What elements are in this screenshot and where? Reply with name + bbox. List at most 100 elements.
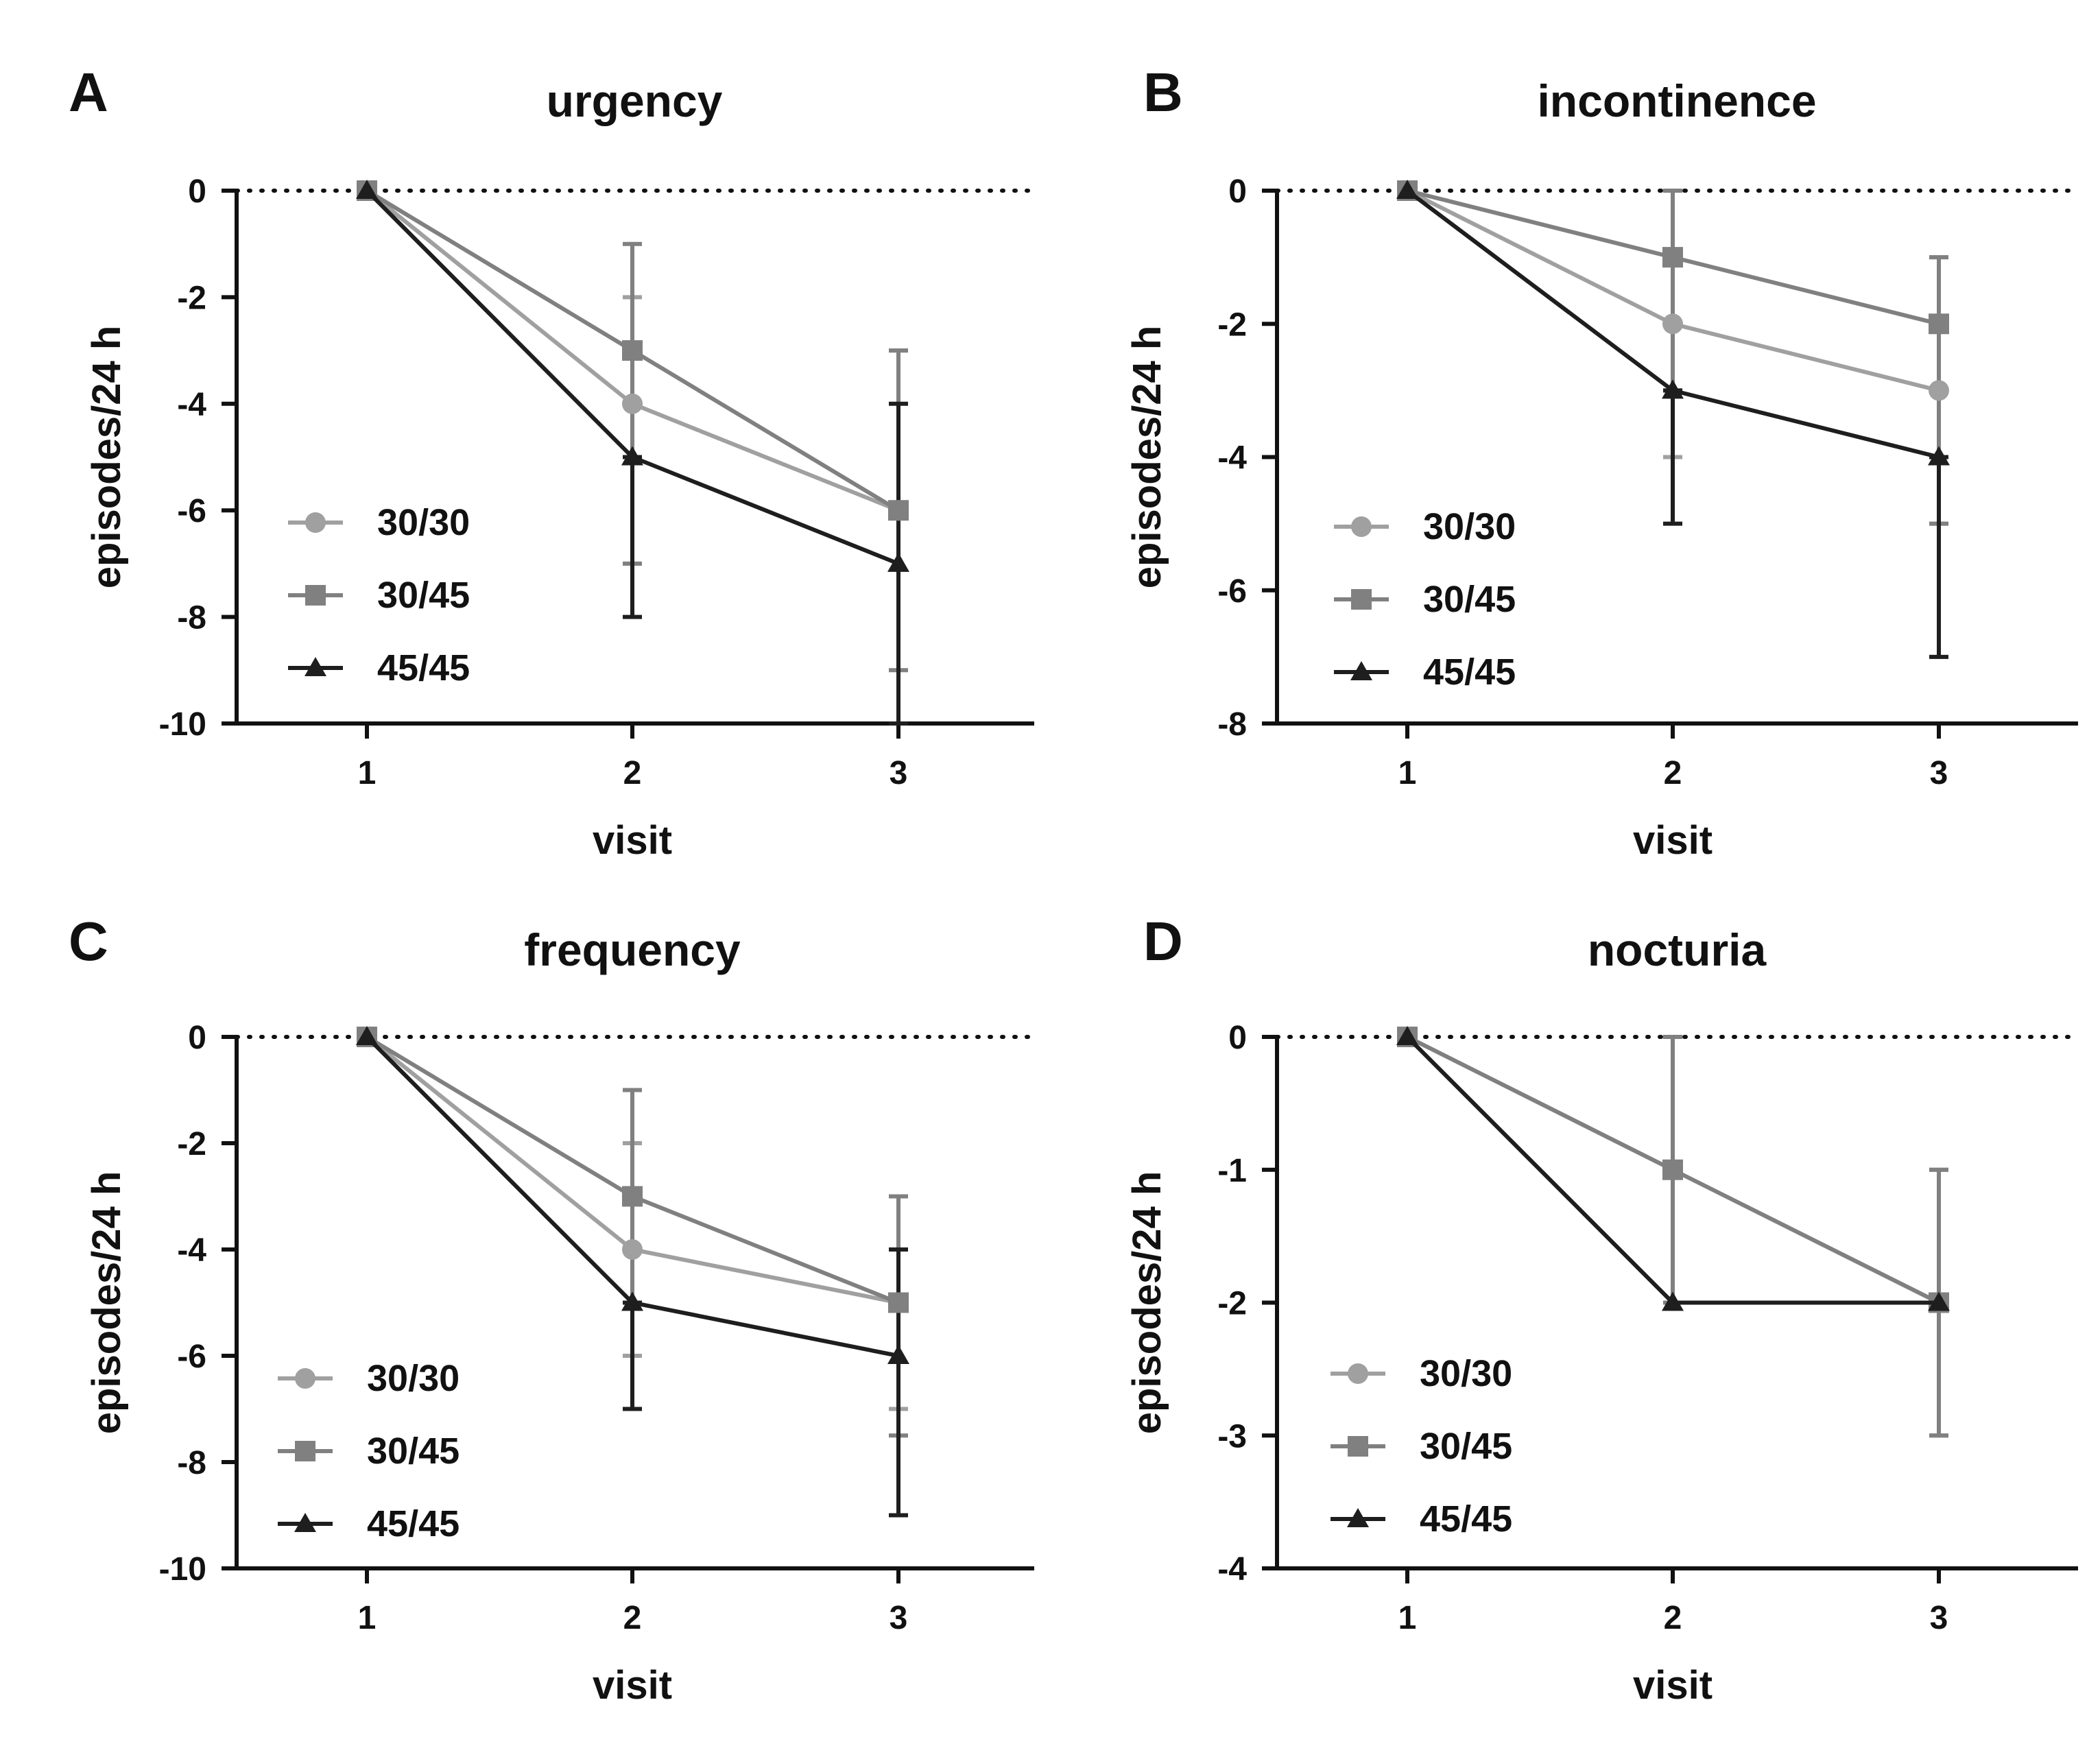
legend-label: 45/45 [1420,1498,1512,1540]
legend: 30/30 30/45 45/45 [1334,506,1516,693]
y-axis-label: episodes/24 h [1125,1171,1169,1435]
legend-marker [1351,516,1372,537]
data-point [1396,180,1418,199]
y-tick-label: -4 [177,1232,206,1269]
legend-marker [1347,1508,1369,1527]
chart-title: incontinence [1537,75,1816,126]
legend: 30/30 30/45 45/45 [278,1358,460,1544]
legend-label: 45/45 [1423,651,1516,693]
y-tick-label: -3 [1217,1418,1247,1455]
x-tick-label: 3 [1930,1600,1948,1636]
y-axis-label: episodes/24 h [84,326,129,589]
legend-label: 30/45 [1423,579,1516,620]
x-tick-label: 2 [1664,1600,1682,1636]
y-tick-label: -8 [1217,706,1247,743]
data-point [1662,247,1683,268]
x-tick-label: 3 [890,755,908,791]
data-point [1662,379,1684,399]
legend-marker [295,1368,315,1389]
y-tick-label: -1 [1217,1153,1247,1189]
chart-title: frequency [524,924,741,975]
chart-title: nocturia [1588,924,1767,975]
y-tick-label: -6 [177,493,206,529]
legend-marker [1350,661,1372,680]
legend: 30/30 30/45 45/45 [1331,1353,1512,1540]
y-tick-label: -4 [1217,1551,1247,1588]
data-point [1396,1026,1418,1045]
legend-marker [305,512,326,533]
legend-label: 45/45 [377,647,470,689]
y-tick-label: -8 [177,1445,206,1481]
y-tick-label: 0 [188,1020,206,1056]
x-tick-label: 2 [1664,755,1682,791]
legend-marker [295,1441,315,1461]
chart-title: urgency [547,75,723,126]
data-point [1662,313,1683,335]
data-point [1928,446,1950,466]
x-tick-label: 1 [358,1600,377,1636]
y-tick-label: -4 [1217,440,1247,477]
legend-label: 30/30 [1420,1353,1512,1394]
data-point [622,393,643,414]
x-axis-label: visit [1633,1663,1713,1708]
data-point [621,1291,643,1311]
data-point [622,1186,643,1207]
x-tick-label: 1 [1398,1600,1417,1636]
y-tick-label: -4 [177,387,206,423]
y-tick-label: -10 [159,1551,206,1588]
x-axis-label: visit [593,1663,672,1708]
y-tick-label: -6 [177,1339,206,1375]
legend-label: 45/45 [367,1503,460,1544]
panel-label: B [1143,62,1183,123]
data-point [887,552,909,572]
legend-marker [305,585,326,606]
legend-marker [1348,1436,1368,1457]
legend-label: 30/45 [367,1431,460,1472]
data-point [1929,313,1949,335]
y-tick-label: -6 [1217,573,1247,610]
y-tick-label: 0 [1228,1020,1247,1056]
data-point [887,1345,909,1364]
data-point [1929,380,1949,401]
x-axis-label: visit [593,818,672,863]
data-point [1662,1291,1684,1311]
y-tick-label: -8 [177,600,206,636]
data-point [356,180,378,199]
y-tick-label: -2 [1217,307,1247,343]
panel-label: C [69,911,108,972]
x-tick-label: 3 [890,1600,908,1636]
y-axis-label: episodes/24 h [1125,326,1169,589]
x-tick-label: 3 [1930,755,1948,791]
legend-marker [305,657,326,676]
x-tick-label: 1 [358,755,377,791]
y-tick-label: 0 [188,174,206,210]
y-tick-label: -2 [177,1126,206,1162]
x-tick-label: 1 [1398,755,1417,791]
legend-marker [1348,1363,1368,1384]
y-tick-label: -2 [177,280,206,316]
x-axis-label: visit [1633,818,1713,863]
data-point [888,1292,909,1313]
data-point [622,1239,643,1260]
legend-label: 30/45 [1420,1426,1512,1467]
panel-label: A [69,62,108,123]
legend-label: 30/45 [377,575,470,616]
data-point [621,446,643,466]
legend-label: 30/30 [1423,506,1516,547]
data-point [622,340,643,361]
panel-label: D [1143,911,1183,972]
legend-label: 30/30 [367,1358,460,1399]
legend: 30/30 30/45 45/45 [288,502,470,689]
data-point [356,1026,378,1045]
legend-marker [294,1513,316,1532]
legend-label: 30/30 [377,502,470,543]
data-point [1662,1159,1683,1180]
data-point [888,500,909,521]
x-tick-label: 2 [623,1600,642,1636]
y-tick-label: -10 [159,706,206,743]
